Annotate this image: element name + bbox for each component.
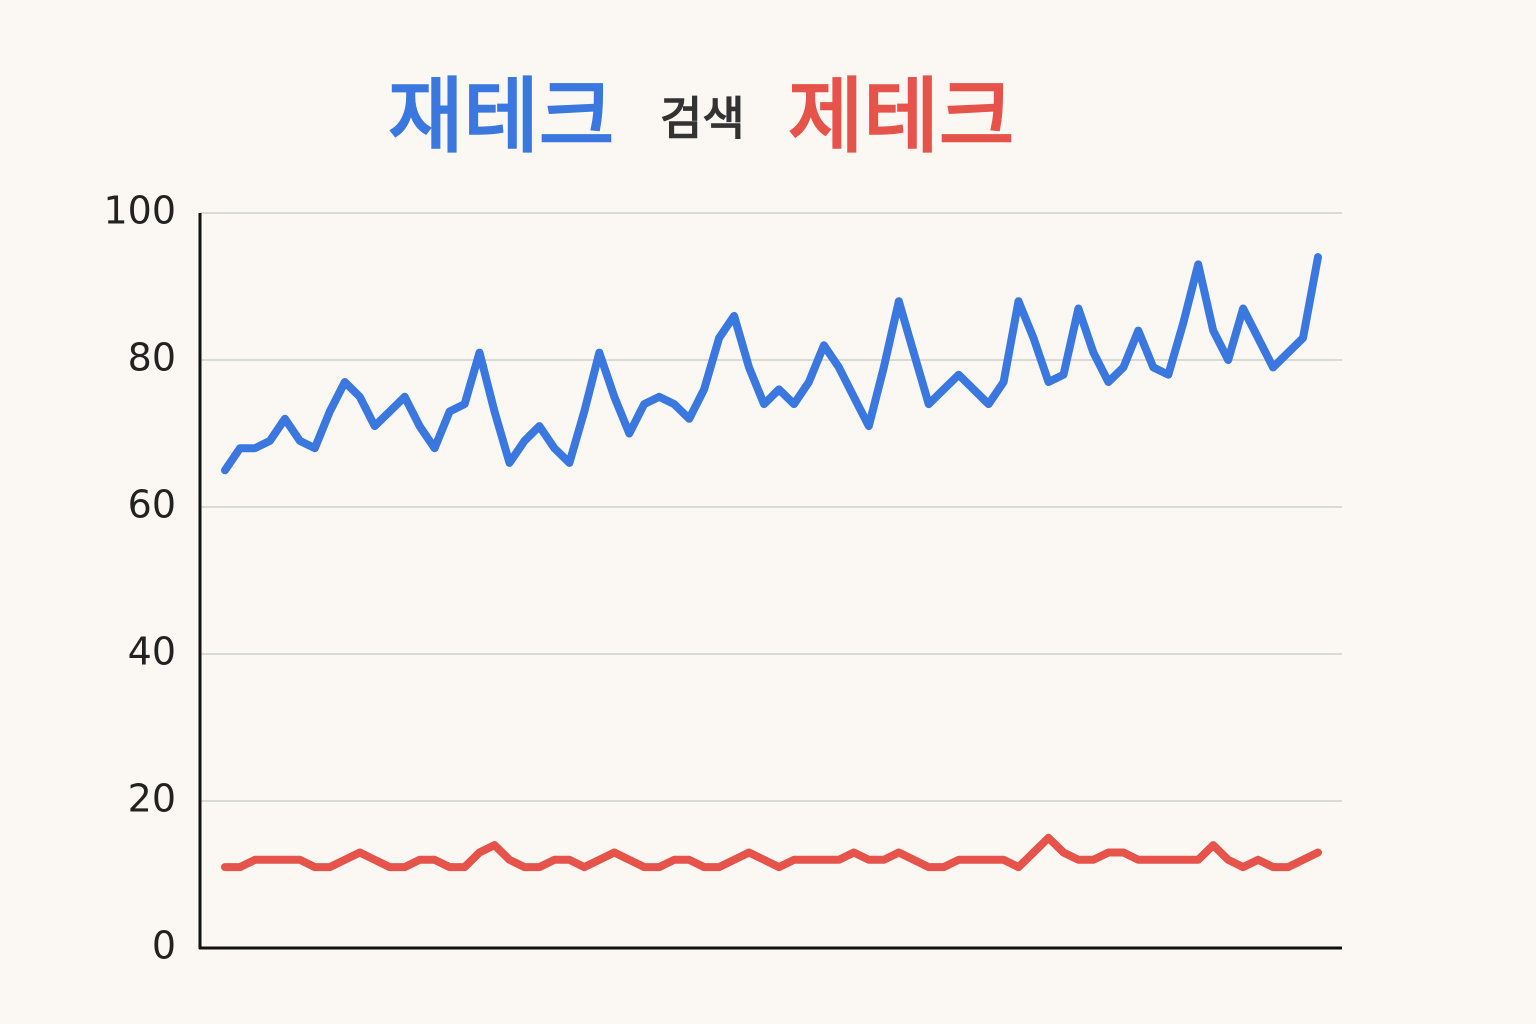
y-tick-label: 80 [128,336,176,380]
y-tick-label: 60 [128,483,176,527]
title-series-a: 재테크 [388,69,614,164]
y-tick-label: 40 [128,630,176,674]
line-series [221,833,1322,872]
y-tick-label: 100 [103,189,176,233]
title-series-b: 제테크 [788,69,1014,164]
line-series [221,253,1322,475]
y-tick-label: 0 [152,924,176,968]
chart-title: 검색 [660,92,745,146]
y-tick-label: 20 [128,777,176,821]
